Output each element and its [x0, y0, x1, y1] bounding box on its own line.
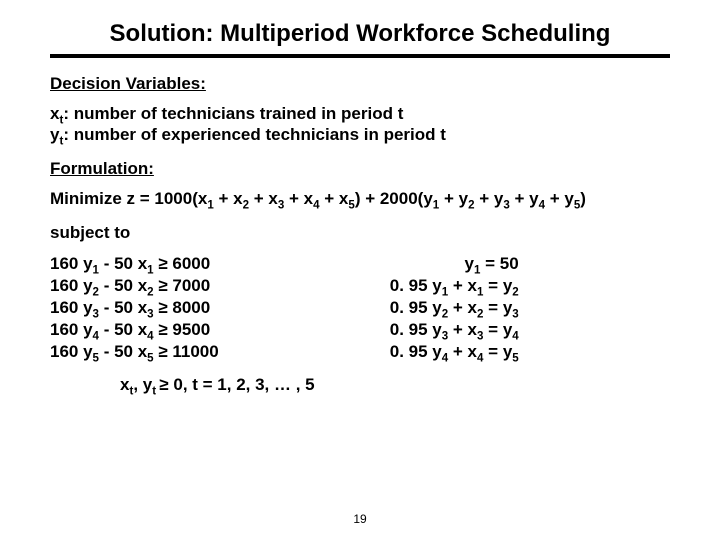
- dv-x-text: : number of technicians trained in perio…: [63, 104, 403, 123]
- constraint-right-row: 0. 95 y2 + x2 = y3: [339, 298, 519, 318]
- dv-y-text: : number of experienced technicians in p…: [63, 125, 446, 144]
- constraint-left-row: 160 y5 - 50 x5 ≥ 11000: [50, 342, 219, 362]
- dv-x-line: xt: number of technicians trained in per…: [50, 104, 670, 124]
- constraint-right-row: y1 = 50: [339, 254, 519, 274]
- constraints-left: 160 y1 - 50 x1 ≥ 6000160 y2 - 50 x2 ≥ 70…: [50, 253, 219, 363]
- constraints-columns: 160 y1 - 50 x1 ≥ 6000160 y2 - 50 x2 ≥ 70…: [50, 253, 670, 363]
- constraint-left-row: 160 y1 - 50 x1 ≥ 6000: [50, 254, 219, 274]
- decision-variables-heading: Decision Variables:: [50, 74, 670, 94]
- page-number: 19: [0, 512, 720, 526]
- constraint-left-row: 160 y4 - 50 x4 ≥ 9500: [50, 320, 219, 340]
- constraint-right-row: 0. 95 y3 + x3 = y4: [339, 320, 519, 340]
- subject-to: subject to: [50, 223, 670, 243]
- nonneg-line: xt, yt ≥ 0, t = 1, 2, 3, … , 5: [120, 375, 670, 395]
- nonneg-y: , y: [133, 375, 152, 394]
- constraint-right-row: 0. 95 y4 + x4 = y5: [339, 342, 519, 362]
- formulation-heading: Formulation:: [50, 159, 670, 179]
- title-rule: [50, 54, 670, 58]
- obj-prefix: Minimize z = 1000(x: [50, 189, 207, 208]
- constraint-left-row: 160 y3 - 50 x3 ≥ 8000: [50, 298, 219, 318]
- constraint-right-row: 0. 95 y1 + x1 = y2: [339, 276, 519, 296]
- constraints-right: y1 = 500. 95 y1 + x1 = y20. 95 y2 + x2 =…: [339, 253, 519, 363]
- slide-title: Solution: Multiperiod Workforce Scheduli…: [50, 20, 670, 48]
- dv-y-line: yt: number of experienced technicians in…: [50, 125, 670, 145]
- nonneg-tail: 0, t = 1, 2, 3, … , 5: [169, 375, 315, 394]
- objective-line: Minimize z = 1000(x1 + x2 + x3 + x4 + x5…: [50, 189, 670, 209]
- constraint-left-row: 160 y2 - 50 x2 ≥ 7000: [50, 276, 219, 296]
- obj-tail: ): [580, 189, 586, 208]
- obj-mid: ) + 2000(y: [355, 189, 433, 208]
- slide: Solution: Multiperiod Workforce Scheduli…: [0, 0, 720, 540]
- ge-icon: ≥: [159, 375, 168, 394]
